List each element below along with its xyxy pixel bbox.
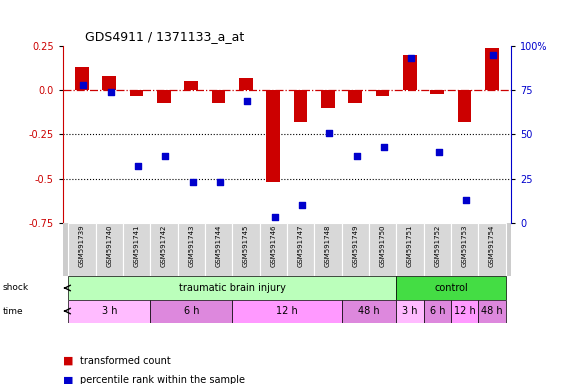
Point <box>79 82 88 88</box>
Point <box>434 149 443 155</box>
Point <box>270 214 279 220</box>
Bar <box>287 223 314 276</box>
Text: GSM591739: GSM591739 <box>79 225 85 268</box>
Point <box>215 179 224 185</box>
Text: GSM591744: GSM591744 <box>216 225 222 267</box>
Bar <box>341 223 369 276</box>
Bar <box>424 300 451 323</box>
Text: GSM591748: GSM591748 <box>325 225 331 267</box>
Point <box>461 197 471 203</box>
Bar <box>451 300 478 323</box>
Point <box>489 52 498 58</box>
Bar <box>260 223 287 276</box>
Text: GSM591749: GSM591749 <box>352 225 358 267</box>
Point <box>134 163 143 169</box>
Text: time: time <box>3 306 23 316</box>
Text: 12 h: 12 h <box>276 306 298 316</box>
Text: shock: shock <box>3 283 29 293</box>
Bar <box>102 76 116 90</box>
Bar <box>130 90 143 96</box>
Bar <box>75 67 89 90</box>
Bar <box>396 300 424 323</box>
Point <box>297 202 307 208</box>
Text: GSM591743: GSM591743 <box>188 225 194 267</box>
Bar <box>458 90 472 122</box>
Bar <box>150 223 178 276</box>
Text: 6 h: 6 h <box>429 306 445 316</box>
Bar <box>478 300 505 323</box>
Bar <box>178 223 205 276</box>
Bar <box>321 90 335 108</box>
Bar <box>123 223 150 276</box>
Point <box>407 55 416 61</box>
Bar <box>267 90 280 182</box>
Bar <box>403 55 417 90</box>
Point <box>188 179 197 185</box>
Text: ■: ■ <box>63 356 73 366</box>
Text: 48 h: 48 h <box>358 306 380 316</box>
Text: transformed count: transformed count <box>80 356 171 366</box>
Bar <box>232 300 341 323</box>
Point <box>160 152 170 159</box>
Text: GSM591747: GSM591747 <box>297 225 304 267</box>
Bar <box>431 90 444 94</box>
Bar <box>69 300 150 323</box>
Bar <box>485 48 498 90</box>
Bar <box>424 223 451 276</box>
Bar <box>232 223 260 276</box>
Text: GSM591753: GSM591753 <box>461 225 468 267</box>
Text: 12 h: 12 h <box>454 306 476 316</box>
Text: GSM591745: GSM591745 <box>243 225 249 267</box>
Bar <box>69 223 95 276</box>
Point <box>243 98 252 104</box>
Text: GSM591750: GSM591750 <box>380 225 385 267</box>
Bar <box>396 223 424 276</box>
Bar <box>314 223 341 276</box>
Bar <box>184 81 198 90</box>
Bar <box>396 276 505 300</box>
Text: percentile rank within the sample: percentile rank within the sample <box>80 375 245 384</box>
Bar <box>293 90 307 122</box>
Text: GSM591740: GSM591740 <box>106 225 112 267</box>
Bar <box>369 223 396 276</box>
Point <box>352 152 361 159</box>
Bar <box>239 78 253 90</box>
Bar <box>212 90 226 103</box>
Text: GSM591752: GSM591752 <box>435 225 440 267</box>
Bar <box>341 300 396 323</box>
Bar <box>69 276 396 300</box>
Bar <box>376 90 389 96</box>
Point <box>106 89 115 95</box>
Text: 3 h: 3 h <box>102 306 117 316</box>
Bar <box>150 300 232 323</box>
Text: GSM591742: GSM591742 <box>161 225 167 267</box>
Point <box>379 144 388 150</box>
Bar <box>348 90 362 103</box>
Bar <box>157 90 171 103</box>
Text: control: control <box>434 283 468 293</box>
Text: 3 h: 3 h <box>402 306 417 316</box>
Point <box>325 129 334 136</box>
Text: traumatic brain injury: traumatic brain injury <box>179 283 286 293</box>
Text: 6 h: 6 h <box>183 306 199 316</box>
Bar <box>95 223 123 276</box>
Text: ■: ■ <box>63 375 73 384</box>
Bar <box>205 223 232 276</box>
Text: GSM591746: GSM591746 <box>270 225 276 267</box>
Bar <box>478 223 505 276</box>
Text: GSM591754: GSM591754 <box>489 225 495 267</box>
Bar <box>451 223 478 276</box>
Text: 48 h: 48 h <box>481 306 502 316</box>
Text: GDS4911 / 1371133_a_at: GDS4911 / 1371133_a_at <box>85 30 244 43</box>
Text: GSM591741: GSM591741 <box>134 225 139 267</box>
Text: GSM591751: GSM591751 <box>407 225 413 267</box>
